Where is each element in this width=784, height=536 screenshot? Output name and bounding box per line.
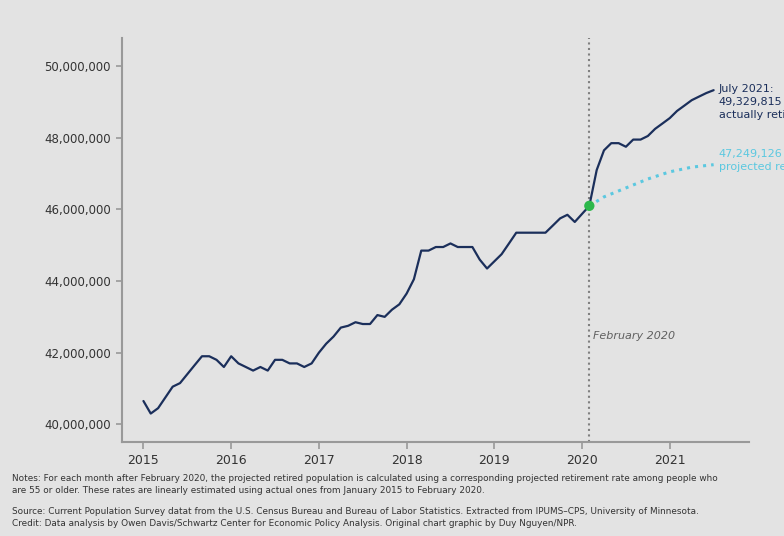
Text: July 2021:
49,329,815
actually retired: July 2021: 49,329,815 actually retired (719, 84, 784, 121)
Text: Source: Current Population Survey datat from the U.S. Census Bureau and Bureau o: Source: Current Population Survey datat … (12, 508, 699, 516)
Point (583, 202, 596, 210)
Text: Credit: Data analysis by Owen Davis/Schwartz Center for Economic Policy Analysis: Credit: Data analysis by Owen Davis/Schw… (12, 519, 577, 528)
Text: are 55 or older. These rates are linearly estimated using actual ones from Janua: are 55 or older. These rates are linearl… (12, 486, 485, 495)
Text: Notes: For each month after February 2020, the projected retired population is c: Notes: For each month after February 202… (12, 474, 717, 483)
Text: 47,249,126
projected retired: 47,249,126 projected retired (719, 148, 784, 172)
Text: February 2020: February 2020 (593, 331, 675, 341)
